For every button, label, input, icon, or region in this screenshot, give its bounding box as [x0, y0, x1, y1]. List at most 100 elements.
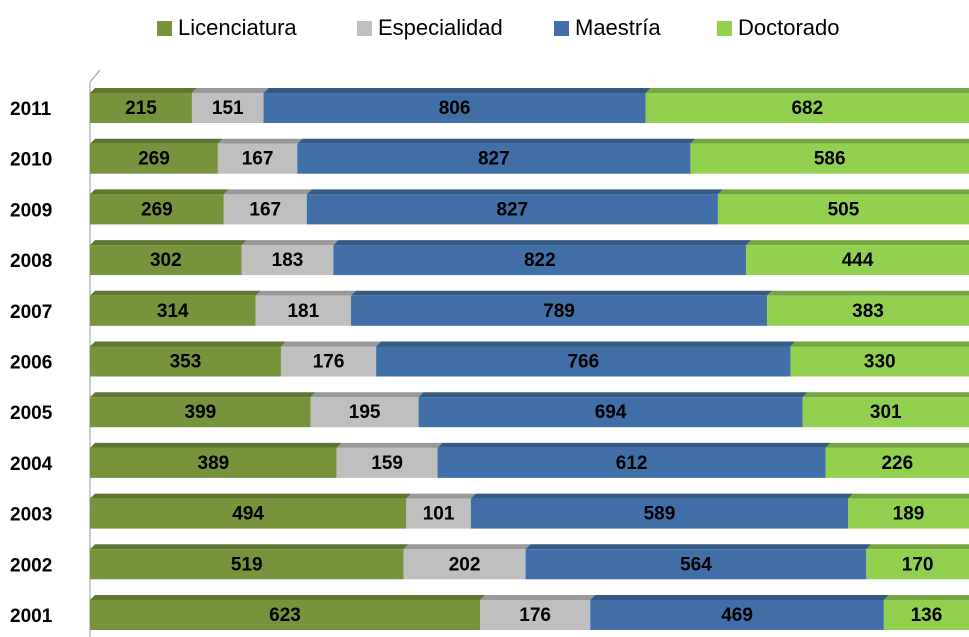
bar: [333, 245, 747, 276]
data-label: 181: [287, 301, 319, 322]
y-tick-label: 2008: [10, 251, 52, 272]
bar-bevel: [223, 189, 312, 195]
data-label: 167: [242, 149, 274, 170]
data-label: 189: [893, 504, 925, 525]
data-label: 806: [439, 98, 471, 119]
bar: [223, 194, 307, 225]
bar-bevel: [297, 138, 696, 144]
legend-swatch: [554, 21, 569, 36]
data-label: 383: [852, 301, 884, 322]
legend-label: Doctorado: [738, 15, 840, 40]
data-label: 269: [141, 199, 173, 220]
y-tick-label: 2001: [10, 606, 53, 627]
bar-bevel: [866, 544, 969, 550]
bar: [690, 143, 969, 174]
legend-label: Maestría: [575, 15, 661, 40]
bar: [790, 346, 969, 377]
bar: [376, 346, 791, 377]
bar: [866, 549, 969, 580]
data-label: 167: [249, 199, 281, 220]
bar: [336, 447, 438, 478]
data-label: 176: [519, 605, 551, 626]
bar-bevel: [90, 138, 223, 144]
bar-bevel: [306, 189, 723, 195]
bar: [263, 93, 646, 123]
bar: [480, 600, 591, 630]
bar-bevel: [376, 341, 796, 347]
y-tick-label: 2007: [10, 302, 52, 323]
bar-bevel: [217, 138, 303, 144]
bar: [280, 346, 377, 377]
y-tick-label: 2005: [10, 403, 53, 424]
bar: [403, 549, 526, 580]
y-tick-label: 2003: [10, 505, 52, 526]
bar-bevel: [437, 442, 831, 448]
data-label: 159: [371, 453, 403, 474]
data-label: 589: [644, 504, 676, 525]
bar: [746, 245, 969, 276]
bar: [525, 549, 867, 580]
data-label: 226: [881, 453, 913, 474]
bar-bevel: [590, 595, 889, 600]
bar-bevel: [470, 493, 854, 499]
bar-bevel: [717, 189, 969, 195]
data-label: 623: [269, 605, 301, 626]
bar-bevel: [90, 341, 286, 347]
bar-bevel: [255, 290, 357, 296]
bar: [90, 143, 218, 174]
bar-bevel: [418, 392, 808, 398]
data-label: 176: [313, 352, 345, 373]
data-label: 151: [212, 98, 244, 119]
bar-bevel: [336, 442, 443, 448]
bar-bevel: [403, 544, 531, 550]
bar-bevel: [790, 341, 969, 347]
y-tick-label: 2011: [10, 99, 52, 120]
data-label: 789: [543, 301, 575, 322]
bar-bevel: [90, 493, 412, 499]
bar: [883, 600, 969, 630]
bar: [470, 498, 849, 529]
bar-bevel: [280, 341, 382, 347]
data-label: 694: [595, 402, 627, 423]
bar: [90, 549, 404, 580]
data-label: 302: [150, 250, 182, 271]
data-label: 202: [449, 554, 481, 575]
bar-bevel: [333, 240, 752, 246]
legend-swatch: [357, 21, 372, 36]
data-label: 827: [496, 199, 528, 220]
bar: [310, 397, 419, 428]
bar-bevel: [351, 290, 773, 296]
data-label: 301: [870, 402, 902, 423]
data-label: 183: [272, 250, 304, 271]
data-label: 101: [423, 504, 455, 525]
bar: [90, 447, 337, 478]
bar-bevel: [825, 442, 969, 448]
y-tick-label: 2009: [10, 200, 52, 221]
bar: [241, 245, 334, 276]
axis-depth: [89, 69, 101, 83]
data-label: 399: [185, 402, 217, 423]
bar: [825, 447, 969, 478]
bar: [802, 397, 969, 428]
data-label: 682: [791, 98, 823, 119]
bar: [297, 143, 691, 174]
bar: [90, 295, 256, 326]
bar-bevel: [191, 88, 269, 93]
bar: [90, 93, 192, 123]
bar: [90, 397, 311, 428]
y-tick-label: 2010: [10, 150, 52, 171]
bar: [717, 194, 969, 225]
y-tick-label: 2004: [10, 454, 53, 475]
bar-bevel: [90, 442, 342, 448]
bar-bevel: [645, 88, 969, 93]
bar: [90, 245, 242, 276]
bar-bevel: [90, 544, 409, 550]
legend-swatch: [157, 21, 172, 36]
data-label: 330: [864, 352, 896, 373]
bar-bevel: [525, 544, 872, 550]
data-label: 766: [567, 352, 599, 373]
data-label: 494: [232, 504, 264, 525]
bar-bevel: [90, 240, 247, 246]
data-label: 170: [902, 554, 934, 575]
